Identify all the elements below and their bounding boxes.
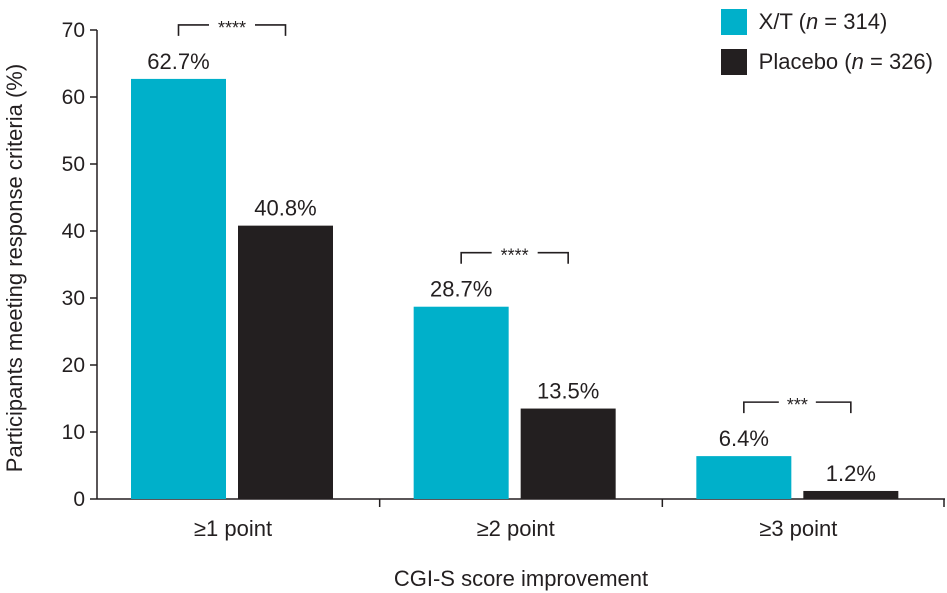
y-tick-label: 70 [62,19,85,42]
significance-stars: **** [218,18,246,38]
legend-label-placebo: Placebo (n = 326) [758,49,933,74]
legend-item-placebo: Placebo (n = 326) [720,42,933,82]
data-label: 13.5% [537,379,599,404]
bar-placebo [803,490,899,499]
y-tick-label: 30 [62,287,85,310]
significance-mask [778,394,816,411]
y-tick-label: 60 [62,86,85,109]
significance-brackets: *********** [177,16,852,415]
legend-swatch-placebo [720,49,747,75]
legend: X/T (n = 314) Placebo (n = 326) [720,2,933,82]
legend-label-xt: X/T (n = 314) [758,9,888,34]
data-label: 40.8% [254,196,316,221]
category-label: ≥2 point [477,516,555,541]
significance-stars: **** [501,246,529,266]
y-tick-label: 40 [62,220,85,243]
data-label: 6.4% [719,426,769,451]
significance-mask [491,244,538,261]
y-tick-label: 50 [62,153,85,176]
legend-swatch-xt [720,9,747,35]
legend-item-xt: X/T (n = 314) [720,2,933,42]
bars: 62.7% 40.8% 28.7% 13.5% 6.4% 1.2% [131,49,899,499]
data-label: 1.2% [826,461,876,486]
y-axis: 0 10 20 30 40 50 60 70 [62,19,98,511]
bar-x-t [413,306,509,499]
y-tick-label: 0 [73,488,85,511]
data-label: 62.7% [147,49,209,74]
category-label: ≥1 point [194,516,272,541]
x-axis-label: CGI-S score improvement [394,566,648,591]
y-axis-label: Participants meeting response criteria (… [2,64,27,472]
significance-mask [209,16,255,33]
y-tick-label: 20 [62,354,85,377]
category-label: ≥3 point [759,516,837,541]
bar-placebo [520,408,616,499]
bar-placebo [238,225,333,499]
significance-stars: *** [787,395,808,415]
x-axis: ≥1 point ≥2 point ≥3 point [97,498,945,541]
bar-x-t [131,78,226,499]
data-label: 28.7% [430,277,492,302]
bar-x-t [696,456,792,499]
y-tick-label: 10 [62,421,85,444]
